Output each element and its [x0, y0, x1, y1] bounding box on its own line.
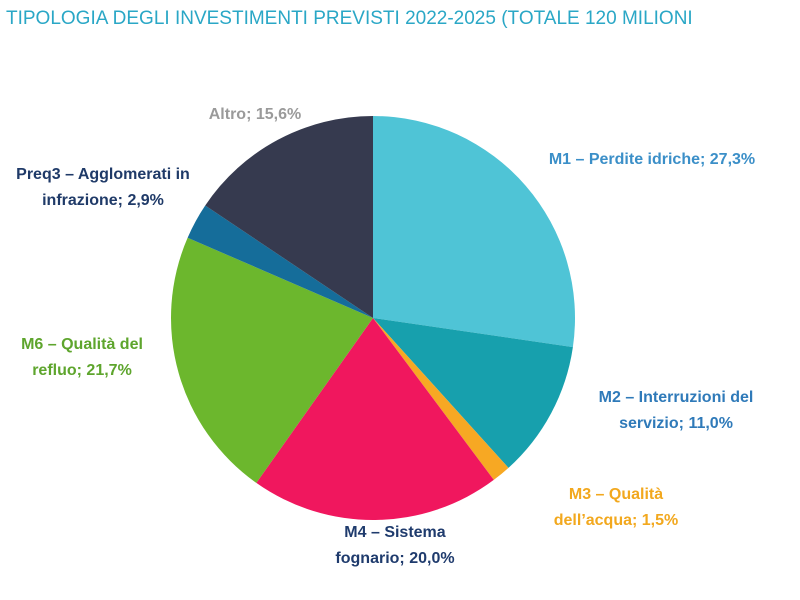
- chart-title: TIPOLOGIA DEGLI INVESTIMENTI PREVISTI 20…: [6, 8, 693, 29]
- slice-value: 20,0%: [409, 550, 455, 567]
- slice-label: M4 – Sistema fognario; 20,0%: [315, 520, 475, 572]
- slice-label: M3 – Qualità dell’acqua; 1,5%: [531, 482, 701, 534]
- slice-value: 21,7%: [86, 362, 132, 379]
- pie-slice: [373, 116, 575, 348]
- slice-category: M6 – Qualità del refluo;: [21, 336, 143, 379]
- slice-value: 1,5%: [641, 512, 679, 529]
- pie-slice: [205, 115, 373, 318]
- slice-value: 2,9%: [127, 192, 164, 209]
- pie-slice: [373, 318, 509, 480]
- slice-label: M6 – Qualità del refluo; 21,7%: [0, 332, 167, 384]
- pie-slice: [187, 205, 373, 318]
- slice-label: M1 – Perdite idriche; 27,3%: [537, 147, 767, 173]
- pie-slice: [373, 318, 573, 468]
- slice-value: 11,0%: [688, 415, 733, 432]
- slice-value: 27,3%: [709, 151, 756, 168]
- slice-label: M2 – Interruzioni del servizio; 11,0%: [576, 385, 776, 437]
- pie-slice: [171, 237, 373, 483]
- slice-label: Altro; 15,6%: [155, 102, 355, 128]
- slice-category: M2 – Interruzioni del servizio;: [598, 389, 754, 432]
- slice-category: Preq3 – Agglomerati in infrazione;: [16, 166, 190, 209]
- slice-category: M1 – Perdite idriche;: [548, 151, 706, 168]
- slice-value: 15,6%: [255, 106, 302, 123]
- pie-slice: [256, 318, 494, 521]
- slice-category: Altro;: [208, 106, 252, 123]
- slice-category: M3 – Qualità dell’acqua;: [553, 486, 664, 529]
- slice-category: M4 – Sistema fognario;: [335, 524, 446, 567]
- slice-label: Preq3 – Agglomerati in infrazione; 2,9%: [13, 162, 193, 214]
